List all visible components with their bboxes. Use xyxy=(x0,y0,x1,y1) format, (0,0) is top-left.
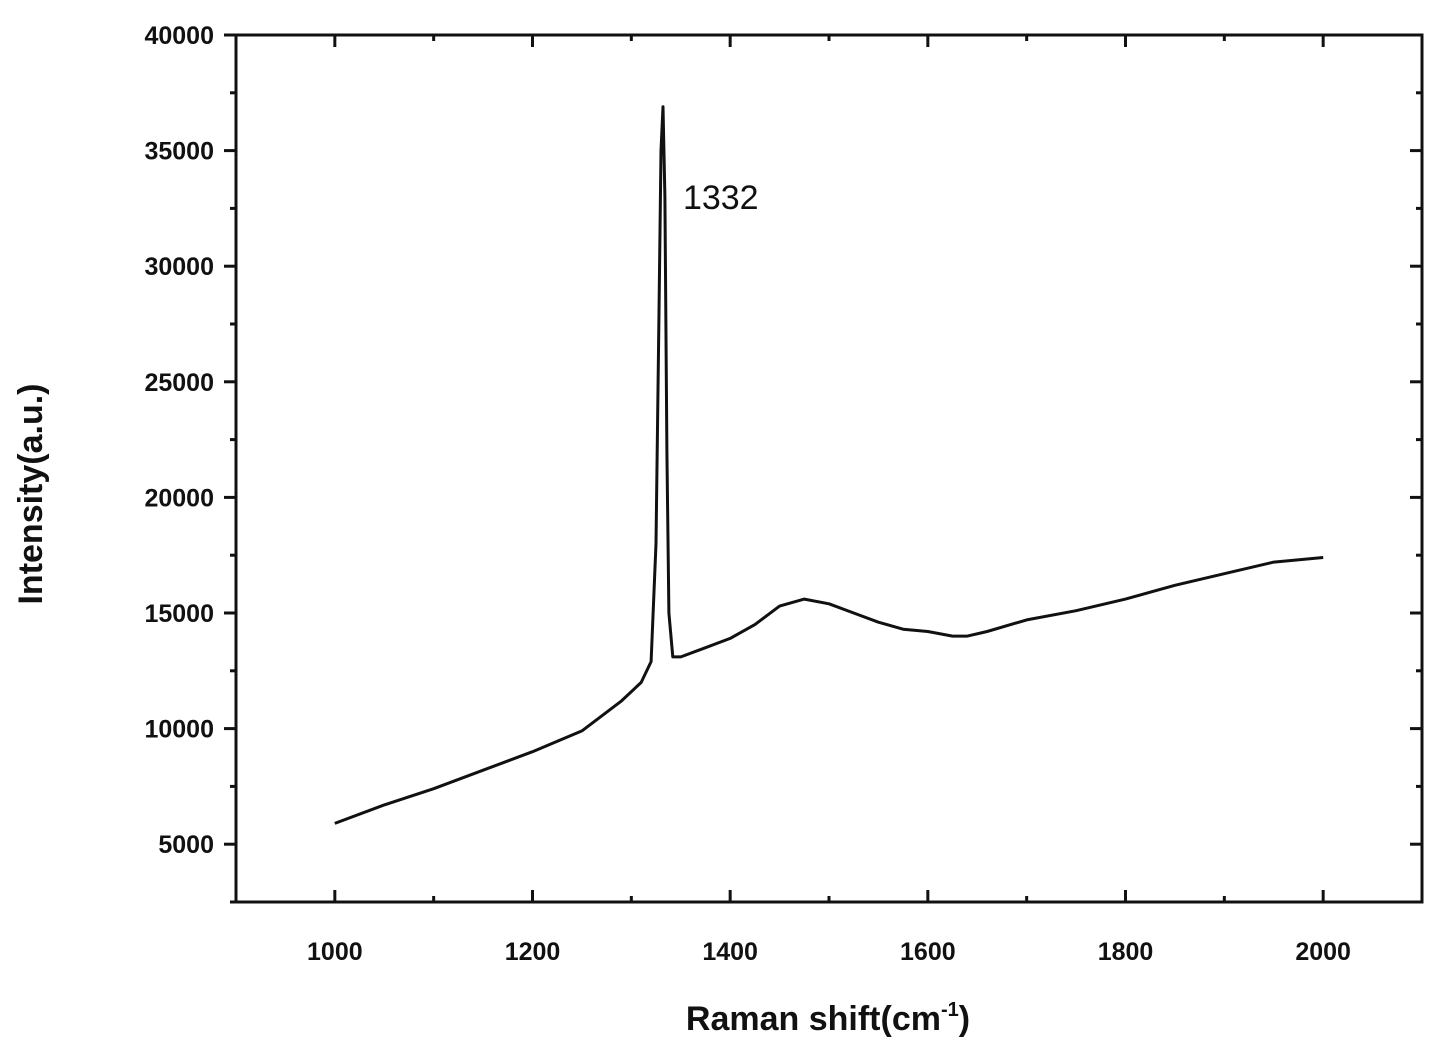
x-axis-title-close: ) xyxy=(959,1000,970,1038)
x-tick-label: 1800 xyxy=(1098,938,1154,966)
x-axis-title: Raman shift(cm-1) xyxy=(686,999,970,1038)
y-tick-label: 40000 xyxy=(144,22,214,50)
x-tick-label: 1400 xyxy=(702,938,758,966)
x-axis-title-main: Raman shift(cm xyxy=(686,1000,941,1038)
x-tick-label: 2000 xyxy=(1295,938,1351,966)
y-tick-label: 5000 xyxy=(158,831,214,859)
tick-labels: 1000 1200 1400 1600 1800 2000 5000 10000 15000 20… xyxy=(144,22,1351,966)
x-tick-label: 1200 xyxy=(505,938,561,966)
y-tick-label: 25000 xyxy=(144,369,214,397)
plot-frame xyxy=(234,33,1424,904)
y-tick-label: 35000 xyxy=(144,138,214,166)
spectrum-line xyxy=(334,105,1324,825)
y-axis-title: Intensity(a.u.) xyxy=(12,383,50,604)
y-tick-label: 15000 xyxy=(144,600,214,628)
x-tick-label: 1000 xyxy=(307,938,363,966)
y-tick-label: 10000 xyxy=(144,716,214,744)
y-tick-label: 20000 xyxy=(144,484,214,512)
axis-ticks xyxy=(224,33,1424,904)
peak-annotation: 1332 xyxy=(683,179,759,217)
x-tick-label: 1600 xyxy=(900,938,956,966)
y-tick-label: 30000 xyxy=(144,253,214,281)
x-axis-title-superscript: -1 xyxy=(941,999,959,1021)
